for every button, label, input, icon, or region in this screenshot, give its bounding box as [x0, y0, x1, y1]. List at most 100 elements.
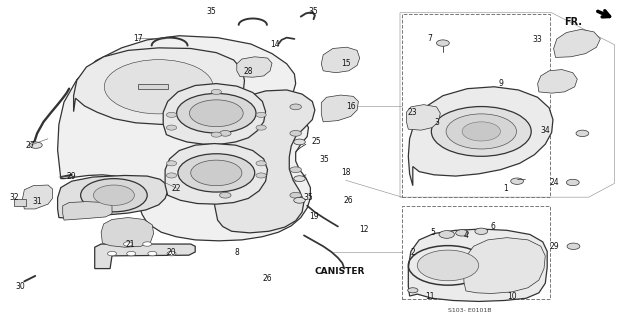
Bar [402, 206, 550, 299]
Circle shape [290, 104, 301, 110]
Polygon shape [406, 105, 440, 130]
Circle shape [220, 192, 231, 198]
Polygon shape [95, 244, 195, 269]
Circle shape [108, 251, 116, 256]
Polygon shape [538, 70, 577, 93]
Text: 26: 26 [262, 274, 273, 283]
Bar [138, 84, 168, 89]
Text: 18: 18 [341, 168, 350, 177]
Text: 19: 19 [308, 212, 319, 221]
Text: 5: 5 [430, 228, 435, 237]
Text: 21: 21 [126, 241, 135, 249]
Bar [402, 14, 550, 197]
Polygon shape [163, 84, 266, 144]
Polygon shape [58, 36, 310, 241]
Circle shape [294, 176, 305, 182]
Circle shape [191, 160, 242, 186]
Text: 1: 1 [503, 184, 508, 193]
Text: 25: 25 [311, 137, 321, 146]
Circle shape [439, 231, 454, 238]
Circle shape [167, 251, 176, 256]
Polygon shape [554, 29, 600, 57]
Circle shape [166, 173, 177, 178]
Text: 4: 4 [463, 231, 468, 240]
Text: 9: 9 [498, 79, 503, 88]
Circle shape [566, 179, 579, 186]
Circle shape [576, 130, 589, 137]
Text: 2: 2 [410, 248, 415, 257]
Text: 30: 30 [15, 282, 26, 291]
Circle shape [178, 154, 255, 192]
Circle shape [256, 112, 266, 117]
Circle shape [143, 242, 152, 246]
Circle shape [81, 179, 147, 212]
Text: 27: 27 [26, 141, 36, 150]
Circle shape [256, 173, 266, 178]
Text: 29: 29 [549, 242, 559, 251]
Circle shape [220, 167, 231, 173]
Circle shape [93, 185, 134, 205]
Bar [14, 199, 26, 206]
Circle shape [256, 161, 266, 166]
Circle shape [166, 125, 177, 130]
Circle shape [148, 251, 157, 256]
Text: 10: 10 [507, 292, 517, 300]
Text: 33: 33 [532, 35, 543, 44]
Circle shape [177, 93, 256, 133]
Polygon shape [321, 95, 358, 122]
Circle shape [189, 100, 243, 127]
Circle shape [290, 167, 301, 173]
Polygon shape [101, 218, 154, 247]
Polygon shape [165, 144, 268, 204]
Text: 35: 35 [319, 155, 329, 164]
Circle shape [211, 89, 221, 94]
Polygon shape [237, 57, 272, 77]
Text: 17: 17 [132, 34, 143, 43]
Polygon shape [74, 48, 244, 124]
Text: 3: 3 [434, 118, 439, 127]
Polygon shape [214, 90, 315, 233]
Polygon shape [58, 175, 168, 218]
Circle shape [256, 125, 266, 130]
Text: 34: 34 [540, 126, 550, 135]
Circle shape [294, 139, 305, 145]
Circle shape [29, 142, 42, 148]
Circle shape [475, 228, 488, 234]
Circle shape [511, 178, 524, 184]
Circle shape [290, 130, 301, 136]
Polygon shape [463, 238, 545, 293]
Text: 15: 15 [340, 59, 351, 68]
Circle shape [220, 104, 231, 110]
Circle shape [220, 130, 231, 136]
Text: 28: 28 [244, 67, 253, 76]
Polygon shape [408, 229, 547, 301]
Text: S103- E0101B: S103- E0101B [448, 308, 492, 313]
Text: 24: 24 [549, 178, 559, 187]
Circle shape [462, 122, 500, 141]
Text: 11: 11 [426, 292, 435, 300]
Text: 23: 23 [408, 108, 418, 117]
Text: 14: 14 [270, 40, 280, 49]
Circle shape [166, 161, 177, 166]
Text: 35: 35 [206, 7, 216, 16]
Text: 20: 20 [166, 248, 177, 257]
Polygon shape [22, 185, 52, 209]
Text: 29: 29 [67, 172, 77, 181]
Text: 35: 35 [303, 193, 314, 202]
Circle shape [166, 112, 177, 117]
Text: 35: 35 [308, 7, 319, 16]
Circle shape [104, 60, 213, 114]
Text: 12: 12 [359, 225, 368, 234]
Text: 8: 8 [234, 248, 239, 257]
Circle shape [436, 40, 449, 46]
Text: 16: 16 [346, 102, 356, 111]
Circle shape [456, 230, 468, 236]
Circle shape [124, 242, 132, 246]
Text: 7: 7 [428, 34, 433, 43]
Text: CANISTER: CANISTER [314, 267, 364, 276]
Text: 26: 26 [343, 196, 353, 205]
Text: 32: 32 [9, 193, 19, 202]
Text: 31: 31 [32, 197, 42, 206]
Circle shape [417, 250, 479, 281]
Circle shape [567, 243, 580, 249]
